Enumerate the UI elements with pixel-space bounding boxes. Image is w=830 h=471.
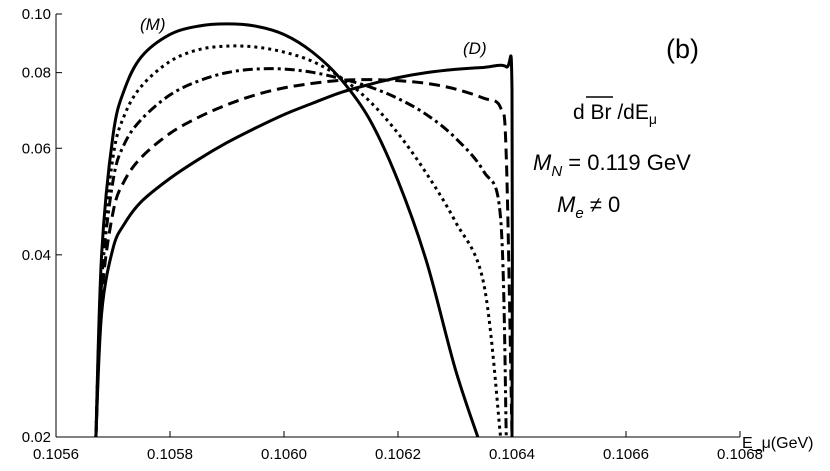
mass-e-symbol: M bbox=[557, 192, 576, 217]
svg-text:d Br /dEμ: d Br /dEμ bbox=[573, 101, 657, 127]
x-tick-label: 0.1058 bbox=[147, 446, 193, 463]
mass-n-symbol: M bbox=[533, 150, 552, 175]
quantity-label: d Br /dEμ bbox=[573, 96, 657, 127]
series-line-4-dashed bbox=[94, 78, 514, 438]
x-tick-label: 0.1066 bbox=[603, 446, 649, 463]
y-tick-label: 0.04 bbox=[22, 247, 51, 264]
x-tick-label: 0.1064 bbox=[489, 446, 535, 463]
x-tick-label: 0.1068 bbox=[717, 446, 763, 463]
curve-label-m: (M) bbox=[140, 15, 165, 34]
quantity-sub: μ bbox=[649, 111, 657, 127]
ticks: 0.1056 0.1058 0.1060 0.1062 0.1064 0.1066 0.10… bbox=[22, 6, 763, 463]
mass-n-label: MN = 0.119 GeV bbox=[533, 150, 691, 180]
panel-label: (b) bbox=[666, 34, 699, 64]
x-tick-label: 0.1062 bbox=[375, 446, 421, 463]
y-tick-label: 0.02 bbox=[22, 429, 51, 446]
series-line-1-solid bbox=[94, 22, 480, 438]
y-tick-label: 0.06 bbox=[22, 140, 51, 157]
mass-n-sub: N bbox=[551, 163, 562, 180]
x-axis-label: E_μ(GeV) bbox=[742, 435, 813, 452]
y-tick-label: 0.08 bbox=[22, 65, 51, 82]
series-line-3-dashdot bbox=[94, 67, 508, 438]
curves bbox=[94, 22, 514, 438]
x-tick-label: 0.1056 bbox=[33, 446, 79, 463]
y-tick-label: 0.10 bbox=[22, 6, 51, 23]
mass-e-value: ≠ 0 bbox=[584, 192, 621, 217]
mass-n-value: = 0.119 GeV bbox=[562, 150, 691, 175]
mass-e-sub: e bbox=[575, 205, 583, 222]
curve-label-d: (D) bbox=[463, 39, 487, 58]
mass-e-label: Me ≠ 0 bbox=[557, 192, 620, 222]
series-line-5-solid bbox=[94, 54, 514, 438]
x-tick-label: 0.1060 bbox=[261, 446, 307, 463]
series-line-2-dotted bbox=[94, 44, 503, 438]
quantity-text: d Br /dE bbox=[573, 101, 649, 124]
